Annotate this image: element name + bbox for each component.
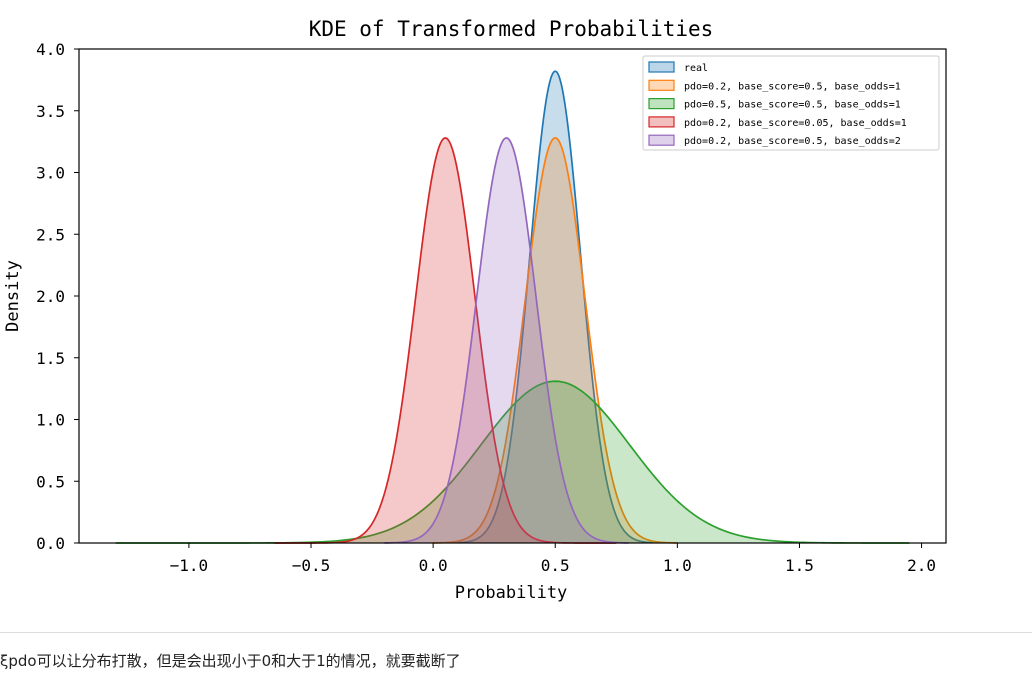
y-tick-label: 1.0 bbox=[36, 411, 65, 430]
y-tick-label: 0.0 bbox=[36, 534, 65, 553]
caption-text: ξpdo可以让分布打散，但是会出现小于0和大于1的情况，就要截断了 bbox=[0, 652, 461, 670]
y-tick-label: 2.5 bbox=[36, 225, 65, 244]
y-tick-label: 1.5 bbox=[36, 349, 65, 368]
y-tick-label: 4.0 bbox=[36, 40, 65, 59]
y-axis-label: Density bbox=[3, 260, 23, 332]
legend-label-4: pdo=0.2, base_score=0.5, base_odds=2 bbox=[684, 136, 901, 147]
axes-layer: −1.0 −0.5 0.0 0.5 1.0 1.5 2.0 0.0 0.5 1.0 1.5 2.0 2.… bbox=[36, 40, 936, 575]
series-fill-4 bbox=[384, 137, 629, 544]
series-fill-3 bbox=[274, 137, 617, 544]
legend: real pdo=0.2, base_score=0.5, base_odds=1… bbox=[642, 55, 940, 151]
series-fill-1 bbox=[433, 137, 678, 544]
legend-swatch-3 bbox=[648, 116, 675, 128]
legend-box bbox=[642, 55, 940, 151]
legend-label-2: pdo=0.5, base_score=0.5, base_odds=1 bbox=[684, 100, 901, 111]
x-tick-label: −1.0 bbox=[170, 556, 209, 575]
legend-label-0: real bbox=[684, 63, 708, 74]
y-tick-label: 0.5 bbox=[36, 472, 65, 491]
y-tick-label: 2.0 bbox=[36, 287, 65, 306]
legend-label-3: pdo=0.2, base_score=0.05, base_odds=1 bbox=[684, 118, 907, 129]
x-tick-label: 1.5 bbox=[785, 556, 814, 575]
divider bbox=[0, 632, 1032, 633]
x-tick-label: 0.5 bbox=[541, 556, 570, 575]
x-tick-label: −0.5 bbox=[292, 556, 331, 575]
legend-swatch-4 bbox=[648, 134, 675, 146]
x-tick-label: 1.0 bbox=[663, 556, 692, 575]
legend-swatch-2 bbox=[648, 97, 675, 110]
series-fill-0 bbox=[457, 71, 653, 543]
x-tick-label: 0.0 bbox=[419, 556, 448, 575]
chart-title: KDE of Transformed Probabilities bbox=[309, 17, 714, 41]
series-fill-2 bbox=[115, 381, 910, 543]
x-tick-label: 2.0 bbox=[907, 556, 936, 575]
series-line-4 bbox=[384, 137, 629, 544]
kde-chart: KDE of Transformed Probabilities −1.0 −0.… bbox=[3, 17, 947, 603]
legend-label-1: pdo=0.2, base_score=0.5, base_odds=1 bbox=[684, 81, 901, 92]
series-line-0 bbox=[457, 70, 653, 544]
legend-swatch-1 bbox=[648, 79, 675, 91]
y-tick-label: 3.0 bbox=[36, 164, 65, 183]
legend-swatch-0 bbox=[648, 61, 675, 73]
y-tick-label: 3.5 bbox=[36, 102, 65, 121]
series-line-1 bbox=[433, 137, 678, 544]
x-axis-label: Probability bbox=[455, 583, 568, 603]
